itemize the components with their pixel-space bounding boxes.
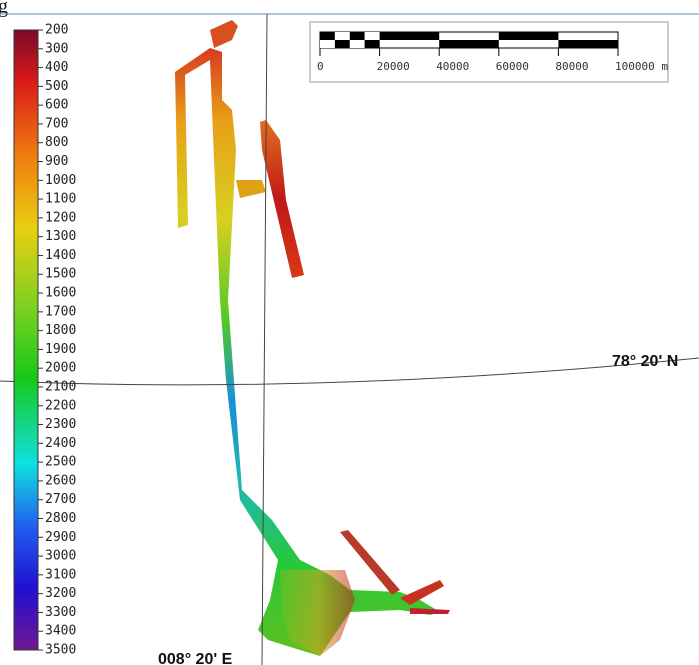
- parallel: [0, 358, 699, 385]
- scale-segment: [499, 32, 559, 40]
- scale-check: [335, 40, 350, 48]
- scale-label: 100000 m: [615, 60, 668, 73]
- scale-check: [365, 40, 380, 48]
- colorbar-tick-label: 3000: [45, 549, 76, 564]
- scale-segment: [558, 40, 618, 48]
- colorbar-ticks: 200 300 400 500 600 700 800 900 1000 1100 1200 1300…: [38, 23, 76, 658]
- colorbar-tick-label: 1700: [45, 304, 76, 319]
- colorbar-tick-label: 300: [45, 41, 68, 56]
- map-view: g 78° 20' N 008° 20' E 200 300 400 500 600 70…: [0, 0, 699, 665]
- colorbar-tick-label: 1200: [45, 210, 76, 225]
- colorbar-tick-label: 3400: [45, 624, 76, 639]
- bathymetry-swath: [175, 20, 450, 656]
- colorbar-tick-label: 2100: [45, 379, 76, 394]
- colorbar-tick-label: 2900: [45, 530, 76, 545]
- scale-segment: [439, 40, 499, 48]
- colorbar-tick-label: 1400: [45, 248, 76, 263]
- colorbar-tick-label: 400: [45, 60, 68, 75]
- colorbar-tick-label: 3200: [45, 586, 76, 601]
- colorbar-tick-label: 2400: [45, 436, 76, 451]
- colorbar-tick-label: 3300: [45, 605, 76, 620]
- scale-box: [310, 22, 668, 82]
- scale-label: 80000: [555, 60, 588, 73]
- scale-label: 20000: [377, 60, 410, 73]
- colorbar-tick-label: 2000: [45, 361, 76, 376]
- colorbar-tick-label: 1500: [45, 267, 76, 282]
- colorbar-tick-label: 1000: [45, 173, 76, 188]
- latitude-label: 78° 20' N: [612, 353, 678, 370]
- colorbar-tick-label: 1900: [45, 342, 76, 357]
- colorbar-tick-label: 2200: [45, 398, 76, 413]
- scale-check: [350, 32, 365, 40]
- colorbar-tick-label: 1800: [45, 323, 76, 338]
- scale-label: 40000: [436, 60, 469, 73]
- colorbar-tick-label: 1100: [45, 192, 76, 207]
- colorbar-tick-label: 2500: [45, 455, 76, 470]
- scale-label: 60000: [496, 60, 529, 73]
- colorbar-tick-label: 2800: [45, 511, 76, 526]
- longitude-label: 008° 20' E: [158, 651, 233, 665]
- scale-segment: [380, 32, 440, 40]
- colorbar-tick-label: 2600: [45, 473, 76, 488]
- colorbar-tick-label: 900: [45, 154, 68, 169]
- colorbar-tick-label: 1300: [45, 229, 76, 244]
- scale-check: [335, 32, 350, 40]
- colorbar-tick-label: 200: [45, 23, 68, 38]
- colorbar-tick-label: 2700: [45, 492, 76, 507]
- scale-check: [350, 40, 365, 48]
- colorbar-tick-label: 2300: [45, 417, 76, 432]
- colorbar-tick-label: 500: [45, 79, 68, 94]
- colorbar-tick-label: 600: [45, 98, 68, 113]
- scale-label: 0: [317, 60, 324, 73]
- colorbar-tick-label: 3500: [45, 643, 76, 658]
- colorbar-tick-label: 800: [45, 135, 68, 150]
- meridian: [262, 14, 267, 665]
- map: g 78° 20' N 008° 20' E 200 300 400 500 600 70…: [0, 0, 699, 665]
- colorbar-tick-label: 3100: [45, 567, 76, 582]
- colorbar-tick-label: 700: [45, 116, 68, 131]
- scale-check: [320, 40, 335, 48]
- colorbar-tick-label: 1600: [45, 286, 76, 301]
- colorbar: [14, 30, 38, 650]
- scale-check: [320, 32, 335, 40]
- scale-check: [365, 32, 380, 40]
- corner-text: g: [0, 0, 8, 18]
